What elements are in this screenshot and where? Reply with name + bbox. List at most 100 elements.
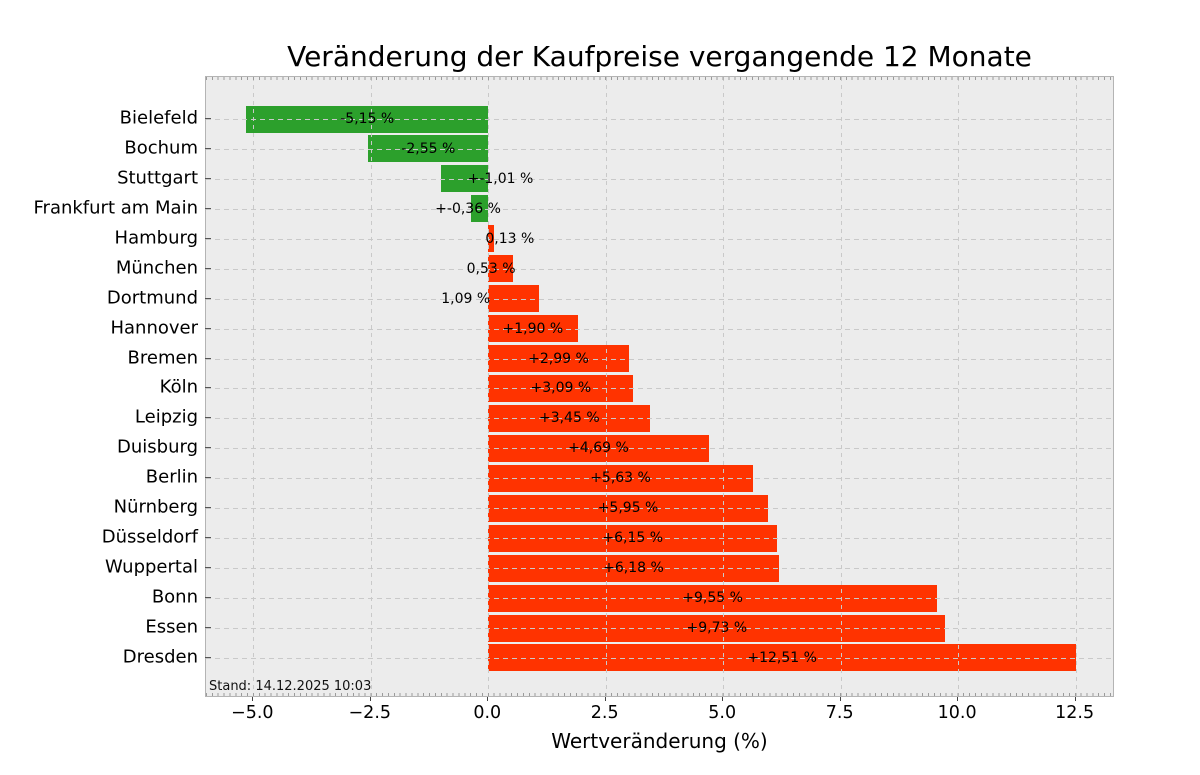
- h-gridline: [206, 418, 1113, 420]
- x-axis-label: Wertveränderung (%): [551, 729, 768, 753]
- bar-value-label: +5,95 %: [597, 500, 659, 517]
- bar-value-label: +6,15 %: [602, 530, 664, 547]
- y-tick-mark: [205, 297, 211, 299]
- bar-value-label: -5,15 %: [340, 111, 395, 127]
- y-tick-label: Frankfurt am Main: [33, 197, 199, 219]
- bar-value-label: +9,73 %: [686, 620, 748, 637]
- y-tick-label: Leipzig: [134, 406, 198, 428]
- h-gridline: [206, 268, 1113, 270]
- y-tick-mark: [205, 237, 211, 239]
- v-gridline: [723, 77, 725, 696]
- y-tick-label: Dresden: [122, 646, 198, 668]
- y-tick-mark: [205, 207, 211, 209]
- h-gridline: [206, 358, 1113, 360]
- y-tick-label: Hannover: [110, 317, 198, 339]
- h-gridline: [206, 388, 1113, 390]
- y-tick-mark: [205, 267, 211, 269]
- v-gridline: [840, 77, 842, 696]
- minor-ticks-bottom: [206, 693, 1113, 696]
- x-tick-label: 12.5: [1055, 703, 1095, 723]
- x-tick-label: −2.5: [348, 703, 392, 723]
- x-tick-label: 5.0: [708, 703, 737, 723]
- v-gridline: [958, 77, 960, 696]
- x-tick-mark: [839, 697, 841, 701]
- y-tick-mark: [205, 327, 211, 329]
- x-tick-label: 2.5: [590, 703, 619, 723]
- y-tick-label: Düsseldorf: [101, 526, 198, 548]
- y-tick-label: Köln: [159, 376, 198, 398]
- h-gridline: [206, 298, 1113, 300]
- bar-value-label: +3,09 %: [530, 380, 592, 397]
- y-tick-label: Bremen: [127, 347, 198, 369]
- x-tick-mark: [1074, 697, 1076, 701]
- v-gridline: [253, 77, 255, 696]
- h-gridline: [206, 328, 1113, 330]
- y-tick-mark: [205, 147, 211, 149]
- x-tick-label: −5.0: [231, 703, 274, 723]
- x-tick-label: 0.0: [473, 703, 502, 723]
- bar-value-label: +-0,36 %: [435, 200, 501, 217]
- chart-title: Veränderung der Kaufpreise vergangende 1…: [287, 40, 1032, 73]
- footnote: Stand: 14.12.2025 10:03: [209, 679, 372, 694]
- x-tick-mark: [369, 697, 371, 701]
- y-tick-mark: [205, 537, 211, 539]
- minor-ticks-top: [206, 77, 1113, 80]
- y-tick-mark: [205, 447, 211, 449]
- x-tick-mark: [957, 697, 959, 701]
- y-tick-label: Bielefeld: [119, 107, 198, 129]
- y-tick-label: Bonn: [151, 586, 198, 608]
- plot-area: -5,15 % -2,55 % +-1,01 % +-0,36 % 0,13 % 0,53…: [205, 76, 1114, 697]
- y-tick-label: Nürnberg: [113, 496, 198, 518]
- y-tick-label: München: [115, 257, 198, 279]
- h-gridline: [206, 238, 1113, 240]
- y-tick-label: Wuppertal: [105, 556, 198, 578]
- y-tick-label: Hamburg: [114, 227, 198, 249]
- y-tick-mark: [205, 507, 211, 509]
- bar-value-label: 0,13 %: [485, 230, 535, 247]
- h-gridline: [206, 208, 1113, 210]
- x-tick-label: 10.0: [937, 703, 977, 723]
- bar-value-label: +1,90 %: [502, 320, 564, 337]
- bar-value-label: 1,09 %: [441, 290, 491, 307]
- bar-value-label: +9,55 %: [682, 590, 743, 607]
- h-gridline: [206, 478, 1113, 480]
- y-tick-mark: [205, 118, 211, 119]
- v-gridline: [488, 77, 490, 696]
- bar-value-label: +2,99 %: [528, 350, 589, 367]
- y-tick-label: Dortmund: [106, 287, 198, 309]
- x-tick-label: 7.5: [825, 703, 854, 723]
- h-gridline: [206, 178, 1113, 180]
- y-tick-mark: [205, 656, 211, 658]
- y-tick-mark: [205, 357, 211, 359]
- h-gridline: [206, 657, 1113, 659]
- y-tick-mark: [205, 177, 211, 179]
- v-gridline: [605, 77, 607, 696]
- bar-value-label: 0,53 %: [466, 260, 516, 277]
- h-gridline: [206, 538, 1113, 540]
- y-tick-label: Essen: [145, 616, 198, 638]
- x-tick-mark: [487, 697, 489, 701]
- bar-value-label: +6,18 %: [603, 560, 664, 577]
- y-tick-mark: [205, 627, 211, 629]
- x-tick-mark: [722, 697, 724, 701]
- y-tick-label: Berlin: [145, 466, 198, 488]
- x-tick-mark: [604, 697, 606, 701]
- bar-value-label: +12,51 %: [747, 649, 817, 666]
- y-tick-mark: [205, 387, 211, 389]
- bar-value-label: +5,63 %: [590, 470, 651, 487]
- bar-value-label: +4,69 %: [568, 440, 629, 457]
- h-gridline: [206, 148, 1113, 150]
- y-tick-mark: [205, 417, 211, 419]
- x-tick-mark: [252, 697, 254, 701]
- h-gridline: [206, 448, 1113, 450]
- h-gridline: [206, 628, 1113, 630]
- y-tick-mark: [205, 567, 211, 569]
- y-tick-mark: [205, 477, 211, 479]
- v-gridline: [370, 77, 372, 696]
- y-tick-label: Duisburg: [117, 436, 198, 458]
- v-gridline: [1075, 77, 1077, 696]
- h-gridline: [206, 508, 1113, 510]
- bar-value-label: +3,45 %: [538, 410, 600, 427]
- bar-value-label: +-1,01 %: [467, 170, 534, 187]
